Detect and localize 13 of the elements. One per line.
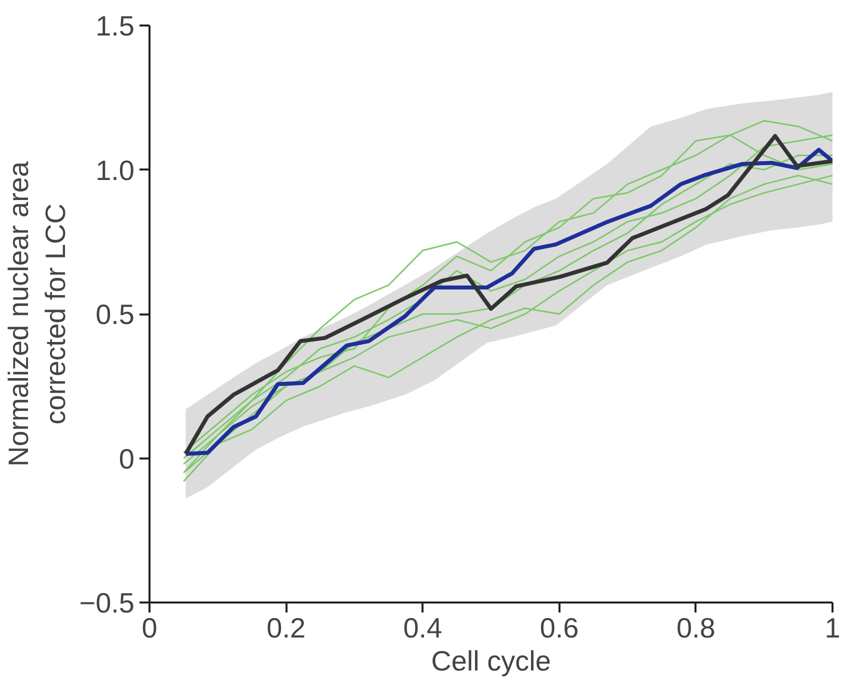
y-tick-label: 0.5 (96, 299, 135, 330)
x-axis-title: Cell cycle (431, 646, 551, 676)
x-tick-label: 0 (142, 612, 158, 644)
x-tick-label: 1 (824, 612, 840, 644)
y-tick-label: 1.5 (96, 10, 135, 42)
y-tick-label: −0.5 (79, 588, 135, 618)
x-tick-label: 0.6 (540, 612, 579, 644)
x-tick-label: 0.4 (403, 612, 442, 644)
x-tick-label: 0.8 (676, 612, 716, 644)
x-tick-label: 0.2 (266, 612, 306, 644)
y-tick-label: 1.0 (96, 154, 135, 186)
y-tick-label: 0 (118, 443, 135, 474)
y-axis-title: Normalized nuclear area corrected for LCC (3, 161, 72, 467)
